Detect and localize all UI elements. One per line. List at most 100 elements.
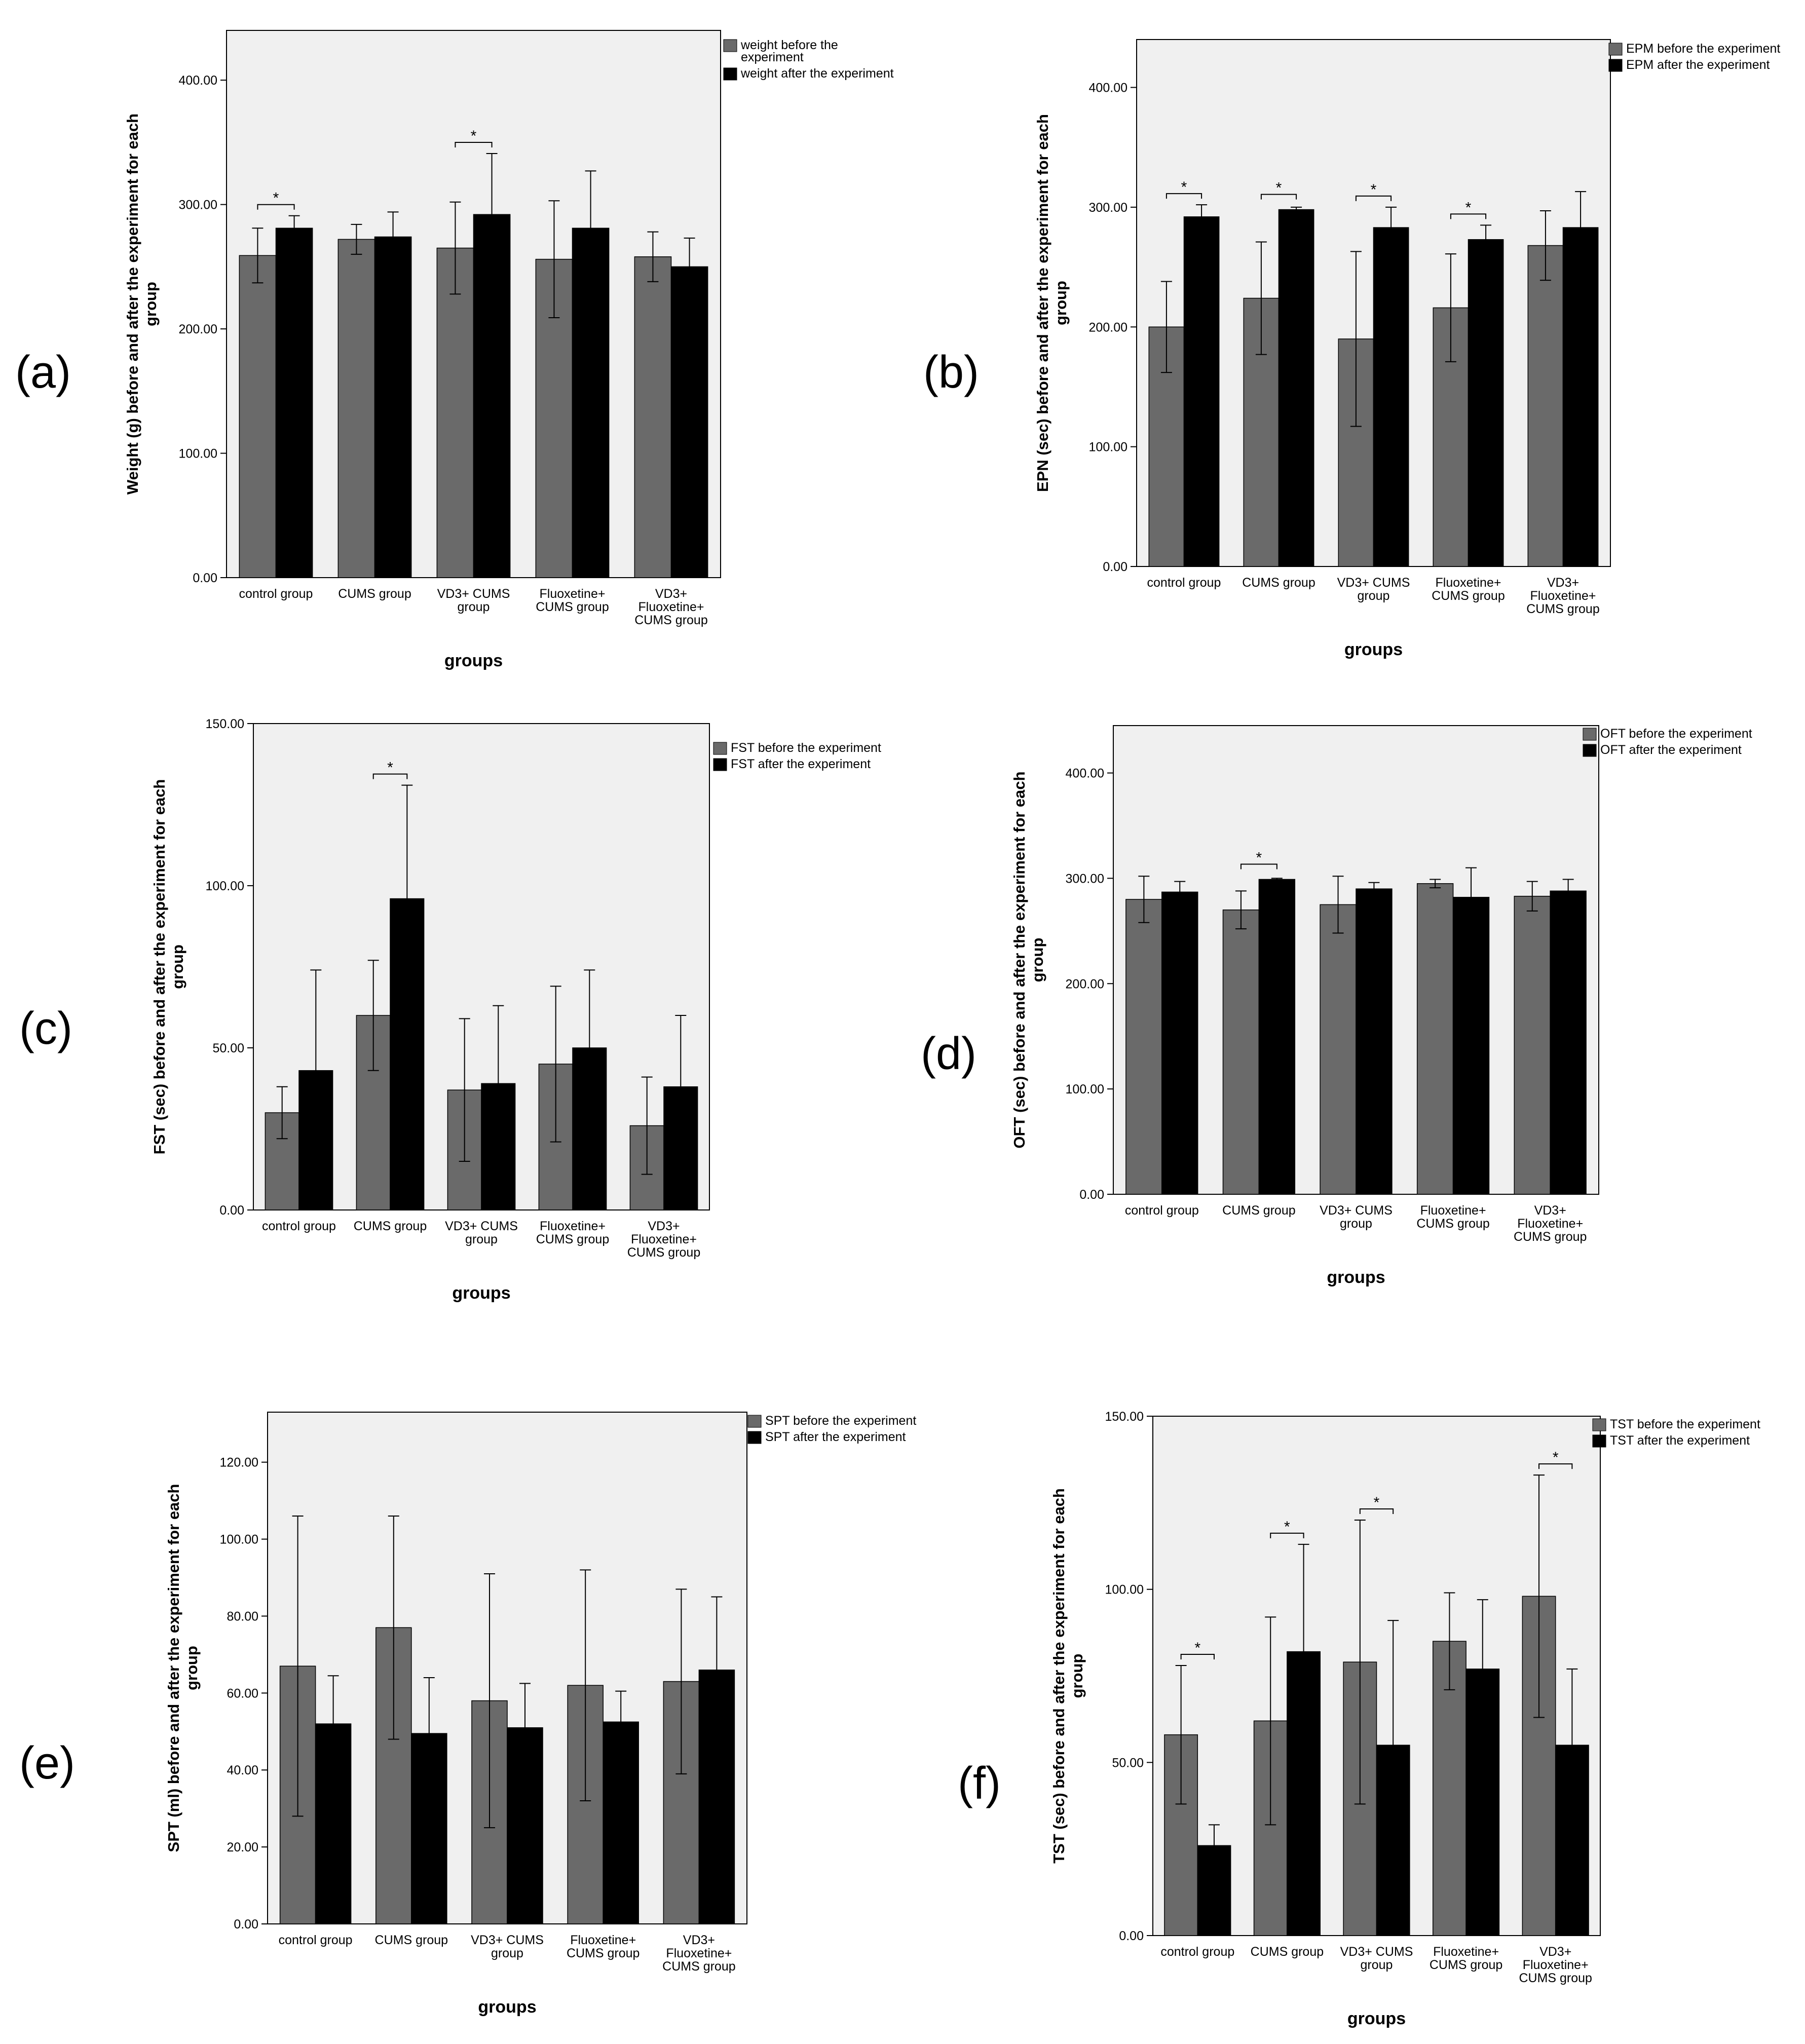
bar-before-3 — [1433, 1641, 1466, 1936]
category-label: VD3+ Fluoxetine+ CUMS group — [1514, 1203, 1587, 1244]
significance-bracket — [1450, 213, 1487, 219]
y-tick-label: 80.00 — [227, 1609, 258, 1623]
category-label: VD3+ Fluoxetine+ CUMS group — [662, 1933, 736, 1974]
panel-label: (e) — [19, 1738, 75, 1789]
significance-bracket — [1355, 195, 1392, 201]
legend-swatch — [1592, 1434, 1606, 1448]
y-tick-label: 0.00 — [234, 1917, 258, 1932]
bar-after-4 — [670, 266, 708, 578]
chart-panel-3: 0.00 50.00 100.00 150.00 * control group CUMS … — [19, 717, 881, 1303]
category-label: CUMS group — [1222, 1203, 1296, 1218]
significance-star: * — [1465, 199, 1472, 216]
bar-after-3 — [1468, 239, 1504, 567]
y-tick-label: 0.00 — [1079, 1188, 1104, 1202]
x-axis-title: groups — [1344, 640, 1403, 659]
bar-before-4 — [1514, 895, 1551, 1195]
y-tick-label: 100.00 — [1105, 1583, 1144, 1597]
y-tick-label: 60.00 — [227, 1686, 258, 1700]
y-axis-title: EPN (sec) before and after the experimen… — [1034, 114, 1070, 492]
significance-star: * — [1256, 849, 1262, 866]
y-tick-label: 150.00 — [206, 717, 244, 731]
bar-before-0 — [1125, 899, 1162, 1195]
significance-bracket — [1240, 863, 1277, 869]
panel-label: (f) — [958, 1758, 1001, 1809]
legend-swatch — [713, 758, 727, 771]
y-axis-title: SPT (ml) before and after the experiment… — [165, 1484, 201, 1852]
category-label: CUMS group — [354, 1219, 427, 1233]
y-tick-label: 0.00 — [1103, 560, 1127, 574]
bar-before-4 — [1527, 245, 1564, 567]
chart-panel-1: 0.00 100.00 200.00 300.00 400.00 * * control gr… — [15, 30, 894, 670]
bar-after-1 — [1278, 209, 1314, 567]
x-axis-title: groups — [1327, 1268, 1385, 1287]
bar-before-3 — [1416, 883, 1454, 1195]
bar-after-1 — [1258, 879, 1296, 1195]
y-axis-title: FST (sec) before and after the experimen… — [151, 779, 186, 1155]
panel-label: (b) — [923, 347, 979, 398]
category-label: Fluoxetine+ CUMS group — [567, 1933, 640, 1960]
category-label: CUMS group — [1242, 576, 1315, 590]
bar-before-1 — [337, 239, 375, 578]
bar-after-0 — [1183, 216, 1220, 567]
significance-bracket — [455, 142, 493, 147]
category-label: VD3+ CUMS group — [1320, 1203, 1393, 1231]
category-label: Fluoxetine+ CUMS group — [1430, 1945, 1503, 1972]
category-label: CUMS group — [375, 1933, 448, 1947]
y-tick-label: 120.00 — [220, 1456, 258, 1470]
bar-after-2 — [473, 214, 511, 578]
y-tick-label: 300.00 — [1066, 872, 1104, 886]
y-tick-label: 100.00 — [206, 879, 244, 893]
significance-bracket — [1260, 194, 1297, 200]
category-label: CUMS group — [1251, 1945, 1324, 1959]
y-tick-label: 40.00 — [227, 1763, 258, 1777]
legend-swatch — [1583, 744, 1597, 757]
x-axis-title: groups — [478, 1997, 536, 2017]
y-tick-label: 20.00 — [227, 1840, 258, 1854]
legend-swatch — [1583, 728, 1597, 741]
chart-panel-6: 0.00 50.00 100.00 150.00 * * * * control group CU… — [958, 1410, 1760, 2028]
legend-label: weight before the experiment — [740, 38, 838, 64]
bar-after-4 — [1562, 227, 1599, 567]
panel-label: (a) — [15, 347, 71, 398]
y-tick-label: 0.00 — [193, 571, 217, 585]
legend-label: SPT after the experiment — [765, 1430, 906, 1444]
category-label: control group — [262, 1219, 336, 1233]
y-tick-label: 100.00 — [220, 1533, 258, 1547]
significance-bracket — [1538, 1463, 1573, 1469]
significance-star: * — [1553, 1449, 1559, 1466]
legend-swatch — [713, 742, 727, 755]
significance-star: * — [273, 190, 279, 207]
legend-label: weight after the experiment — [740, 66, 894, 81]
category-label: control group — [239, 587, 313, 601]
category-label: control group — [279, 1933, 353, 1947]
x-axis-title: groups — [1347, 2009, 1406, 2028]
y-tick-label: 100.00 — [1089, 440, 1127, 455]
legend-label: EPM after the experiment — [1626, 58, 1770, 72]
legend-swatch — [747, 1431, 762, 1444]
bar-before-2 — [1320, 904, 1357, 1195]
y-tick-label: 0.00 — [219, 1203, 244, 1218]
bar-before-1 — [1222, 910, 1260, 1195]
significance-star: * — [1374, 1494, 1380, 1511]
significance-star: * — [387, 760, 393, 776]
legend-swatch — [723, 39, 737, 52]
significance-star: * — [1284, 1519, 1290, 1535]
y-axis-title: OFT (sec) before and after the experimen… — [1010, 771, 1046, 1148]
category-label: control group — [1125, 1203, 1199, 1218]
category-label: VD3+ CUMS group — [437, 587, 510, 614]
significance-star: * — [1371, 181, 1377, 198]
category-label: VD3+ CUMS group — [445, 1219, 518, 1246]
category-label: Fluoxetine+ CUMS group — [536, 1219, 610, 1246]
y-tick-label: 0.00 — [1119, 1929, 1144, 1943]
y-tick-label: 200.00 — [1089, 320, 1127, 334]
significance-bracket — [372, 773, 408, 779]
y-tick-label: 300.00 — [1089, 201, 1127, 215]
legend-label: OFT before the experiment — [1600, 727, 1752, 741]
chart-panel-5: 0.00 20.00 40.00 60.00 80.00 100.00 120.00 cont… — [19, 1412, 916, 2017]
bar-after-3 — [572, 228, 610, 578]
y-axis-title: TST (sec) before and after the experimen… — [1050, 1488, 1086, 1864]
bar-before-4 — [634, 256, 672, 578]
significance-bracket — [1180, 1654, 1215, 1659]
legend-label: EPM before the experiment — [1626, 42, 1780, 56]
